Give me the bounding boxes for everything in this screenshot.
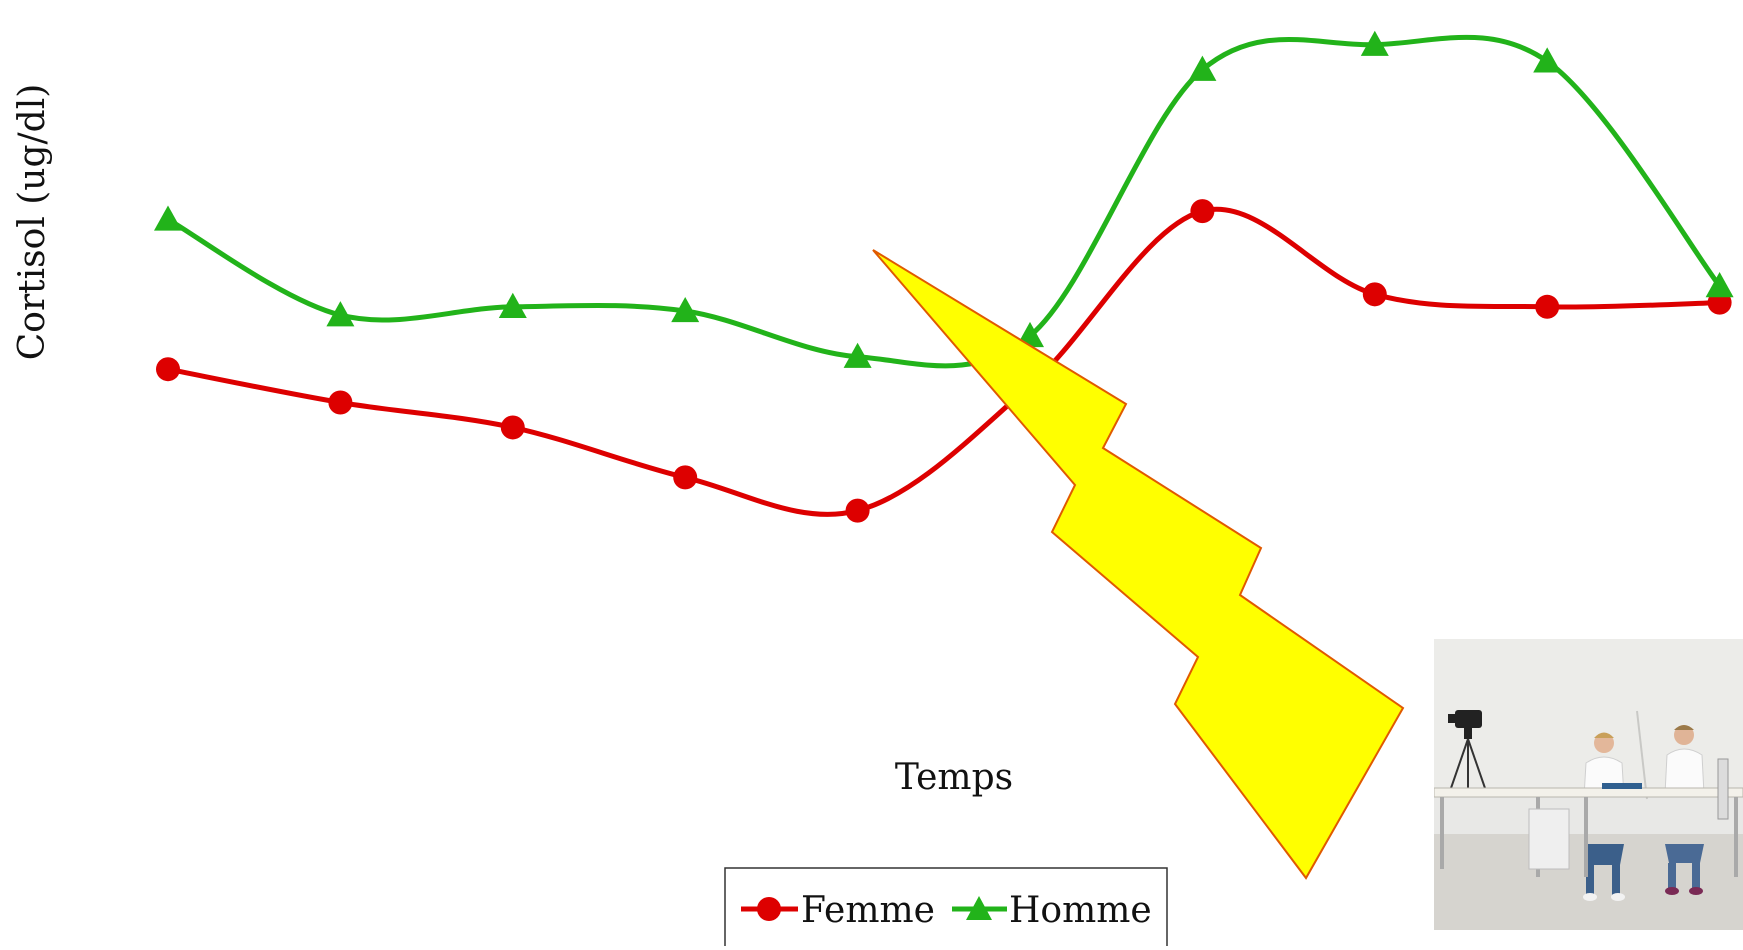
legend-item-femme: Femme <box>741 890 935 931</box>
data-point-femme-5 <box>845 498 870 523</box>
x-axis-label: Temps <box>895 757 1013 798</box>
lightning-bolt-icon <box>872 249 1405 880</box>
data-point-homme-10 <box>1705 272 1734 298</box>
data-point-homme-2 <box>326 301 355 327</box>
legend-item-homme: Homme <box>952 890 1152 931</box>
legend-label-femme: Femme <box>801 890 935 931</box>
data-point-homme-9 <box>1533 47 1562 73</box>
data-point-femme-3 <box>500 415 525 440</box>
data-point-homme-3 <box>498 292 527 318</box>
data-point-femme-1 <box>156 357 180 382</box>
photo-inset <box>1434 639 1743 930</box>
series-layer <box>154 30 1734 523</box>
legend-marker-femme <box>757 897 781 921</box>
data-point-homme-4 <box>671 296 700 323</box>
legend-label-homme: Homme <box>1009 890 1152 931</box>
data-point-femme-7 <box>1190 199 1215 224</box>
legend-marker-homme <box>966 896 992 920</box>
data-point-femme-8 <box>1362 282 1387 307</box>
data-point-homme-8 <box>1360 30 1389 56</box>
data-point-femme-2 <box>328 390 353 415</box>
data-point-femme-4 <box>673 465 698 490</box>
series-line-femme <box>167 206 1720 517</box>
legend-frame <box>724 867 1168 950</box>
data-point-homme-5 <box>843 342 872 368</box>
data-point-homme-7 <box>1188 55 1217 81</box>
photo-two-people-at-desk-with-camera-icon <box>1434 639 1743 930</box>
data-point-homme-1 <box>154 205 182 231</box>
chart-legend: Femme Homme <box>724 867 1168 950</box>
y-axis-label: Cortisol (ug/dl) <box>12 84 53 361</box>
data-point-femme-9 <box>1535 294 1560 319</box>
